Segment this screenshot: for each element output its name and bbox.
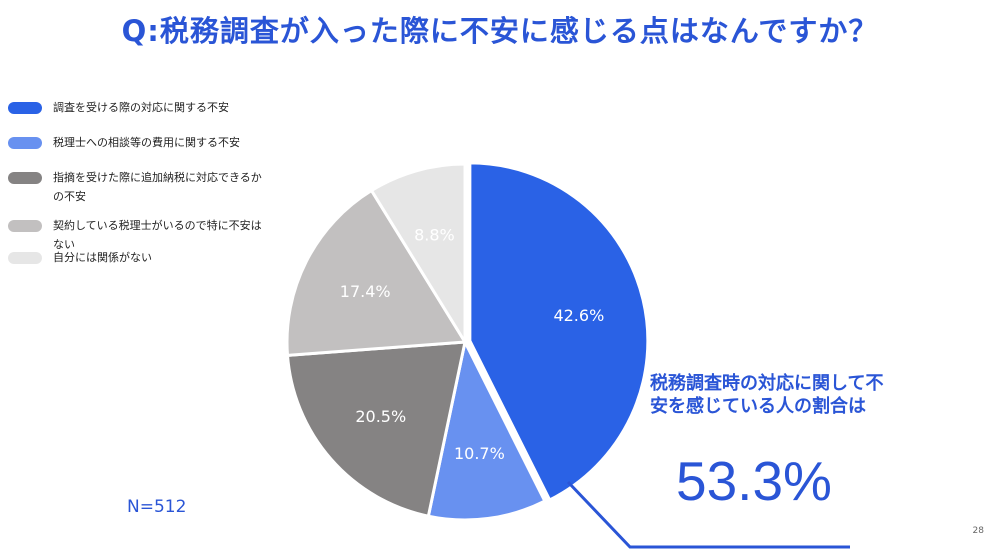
- pie-slice: [285, 188, 468, 358]
- legend-swatch: [8, 102, 42, 114]
- legend-label: 指摘を受けた際に追加納税に対応できるか の不安: [53, 171, 262, 203]
- slice-value-label: 42.6%: [553, 306, 604, 325]
- slice-value-label: 10.7%: [454, 444, 505, 463]
- pie-slice: [285, 340, 467, 518]
- legend-item: 指摘を受けた際に追加納税に対応できるか の不安: [8, 168, 293, 206]
- legend-item: 契約している税理士がいるので特に不安は ない: [8, 216, 293, 254]
- pie-slices: [285, 161, 650, 522]
- pie-slice: [369, 162, 467, 348]
- legend-label: 契約している税理士がいるので特に不安は ない: [53, 219, 262, 251]
- legend-swatch: [8, 252, 42, 264]
- slice-value-label: 8.8%: [414, 225, 455, 244]
- callout-value: 53.3%: [676, 450, 832, 512]
- page-title: Q:税務調査が入った際に不安に感じる点はなんですか？: [121, 14, 879, 48]
- page-number: 28: [972, 526, 984, 536]
- pie-slice-labels: 42.6% 10.7% 20.5% 17.4% 8.8%: [340, 225, 604, 463]
- callout-line: [566, 480, 850, 549]
- legend-item: 調査を受ける際の対応に関する不安: [8, 98, 293, 117]
- legend-swatch: [8, 220, 42, 232]
- sample-size-label: N=512: [127, 497, 187, 517]
- slice-value-label: 17.4%: [340, 282, 391, 301]
- pie-slice: [426, 337, 547, 522]
- legend-swatch: [8, 137, 42, 149]
- legend-label: 調査を受ける際の対応に関する不安: [53, 101, 229, 114]
- legend-item: 税理士への相談等の費用に関する不安: [8, 133, 293, 152]
- slice-value-label: 20.5%: [355, 407, 406, 426]
- legend-label: 税理士への相談等の費用に関する不安: [53, 136, 240, 149]
- legend-item: 自分には関係がない: [8, 248, 293, 267]
- callout-text: 税務調査時の対応に関して不 安を感じている人の割合は: [650, 373, 884, 417]
- pie-slice: [468, 161, 650, 502]
- legend-label: 自分には関係がない: [53, 251, 152, 264]
- legend-swatch: [8, 172, 42, 184]
